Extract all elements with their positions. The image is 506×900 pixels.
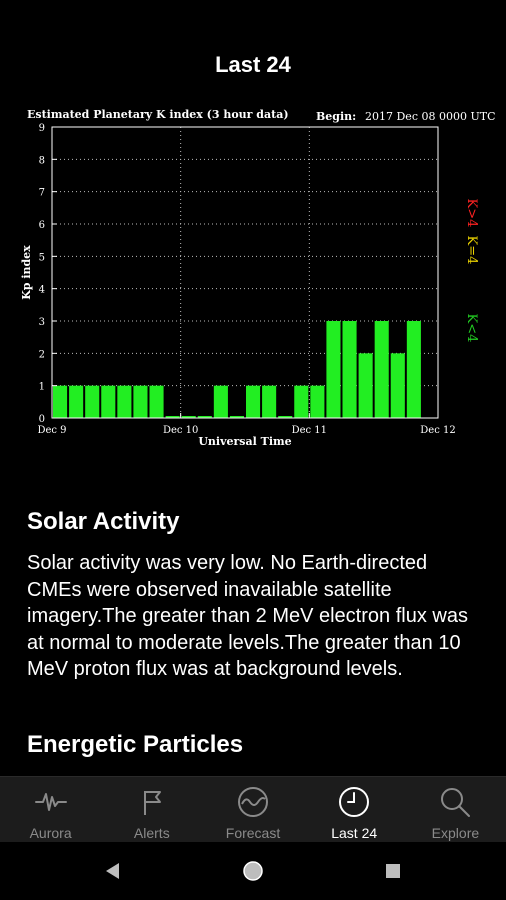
legend-k-less-4: K<4 <box>464 314 479 343</box>
kp-bar <box>53 385 68 418</box>
page-title: Last 24 <box>215 52 291 77</box>
nav-item-explore[interactable]: Explore <box>405 777 506 843</box>
y-axis-label: Kp index <box>20 245 33 300</box>
kp-index-chart: Estimated Planetary K index (3 hour data… <box>0 100 506 460</box>
nav-label-aurora: Aurora <box>29 825 72 841</box>
flag-icon <box>143 791 161 815</box>
kp-bar <box>117 385 132 418</box>
y-tick-label: 2 <box>39 349 45 360</box>
nav-item-alerts[interactable]: Alerts <box>101 777 202 843</box>
forecast-icon <box>238 787 268 817</box>
kp-chart-svg: Estimated Planetary K index (3 hour data… <box>20 108 496 448</box>
kp-bar <box>342 321 357 418</box>
kp-bar <box>310 385 325 418</box>
y-tick-label: 7 <box>39 188 45 199</box>
kp-bar <box>197 416 212 418</box>
solar-activity-text: Solar activity was very low. No Earth-di… <box>27 552 468 680</box>
kp-bar <box>406 321 421 418</box>
kp-bar <box>326 321 341 418</box>
legend-k-greater-4: K>4 <box>464 199 479 228</box>
nav-item-aurora[interactable]: Aurora <box>0 777 101 843</box>
home-icon <box>243 861 263 881</box>
nav-label-last24: Last 24 <box>331 825 378 841</box>
x-tick-label: Dec 12 <box>420 425 455 436</box>
chart-title: Estimated Planetary K index (3 hour data… <box>27 108 289 121</box>
nav-label-forecast: Forecast <box>225 825 281 841</box>
kp-bar <box>213 385 228 418</box>
back-button[interactable] <box>43 862 183 880</box>
nav-label-alerts: Alerts <box>133 825 170 841</box>
y-tick-label: 8 <box>39 155 45 166</box>
y-tick-label: 5 <box>39 252 45 263</box>
kp-bar <box>246 385 261 418</box>
back-icon <box>106 863 119 879</box>
kp-bar <box>165 416 180 418</box>
aurora-icon <box>34 793 67 811</box>
kp-bar <box>229 416 244 418</box>
nav-item-last24[interactable]: Last 24 <box>304 777 405 843</box>
x-tick-label: Dec 10 <box>163 425 198 436</box>
recents-button[interactable] <box>323 863 463 879</box>
clock-icon <box>339 787 370 817</box>
y-tick-label: 9 <box>39 123 45 134</box>
kp-bar <box>181 416 196 418</box>
kp-bar <box>85 385 100 418</box>
energetic-particles-heading: Energetic Particles <box>27 731 244 758</box>
y-tick-label: 6 <box>39 220 45 231</box>
x-tick-label: Dec 11 <box>292 425 327 436</box>
begin-value: 2017 Dec 08 0000 UTC <box>365 110 496 123</box>
kp-bar <box>69 385 84 418</box>
kp-bar <box>358 353 373 418</box>
kp-bar <box>262 385 277 418</box>
x-axis-label: Universal Time <box>198 435 291 448</box>
kp-bar <box>101 385 116 418</box>
system-nav-bar <box>0 842 506 900</box>
kp-bar <box>374 321 389 418</box>
kp-bar <box>149 385 164 418</box>
x-tick-label: Dec 9 <box>37 425 66 436</box>
search-icon <box>441 788 471 817</box>
kp-bar <box>133 385 148 418</box>
begin-label: Begin: <box>316 110 356 123</box>
plot-frame <box>51 126 439 419</box>
solar-activity-heading: Solar Activity <box>27 508 180 535</box>
kp-bar <box>278 416 293 418</box>
recents-icon <box>386 864 400 878</box>
home-button[interactable] <box>183 859 323 883</box>
y-tick-label: 3 <box>39 317 45 328</box>
y-tick-label: 4 <box>39 285 45 296</box>
y-tick-label: 0 <box>39 414 45 425</box>
kp-bar <box>294 385 309 418</box>
nav-item-forecast[interactable]: Forecast <box>202 777 303 843</box>
kp-bar <box>390 353 405 418</box>
bottom-nav: Aurora Alerts Forecast Last 24 Explore <box>0 776 506 843</box>
y-tick-label: 1 <box>39 382 45 393</box>
nav-label-explore: Explore <box>431 825 480 841</box>
legend-k-equal-4: K=4 <box>464 236 479 265</box>
